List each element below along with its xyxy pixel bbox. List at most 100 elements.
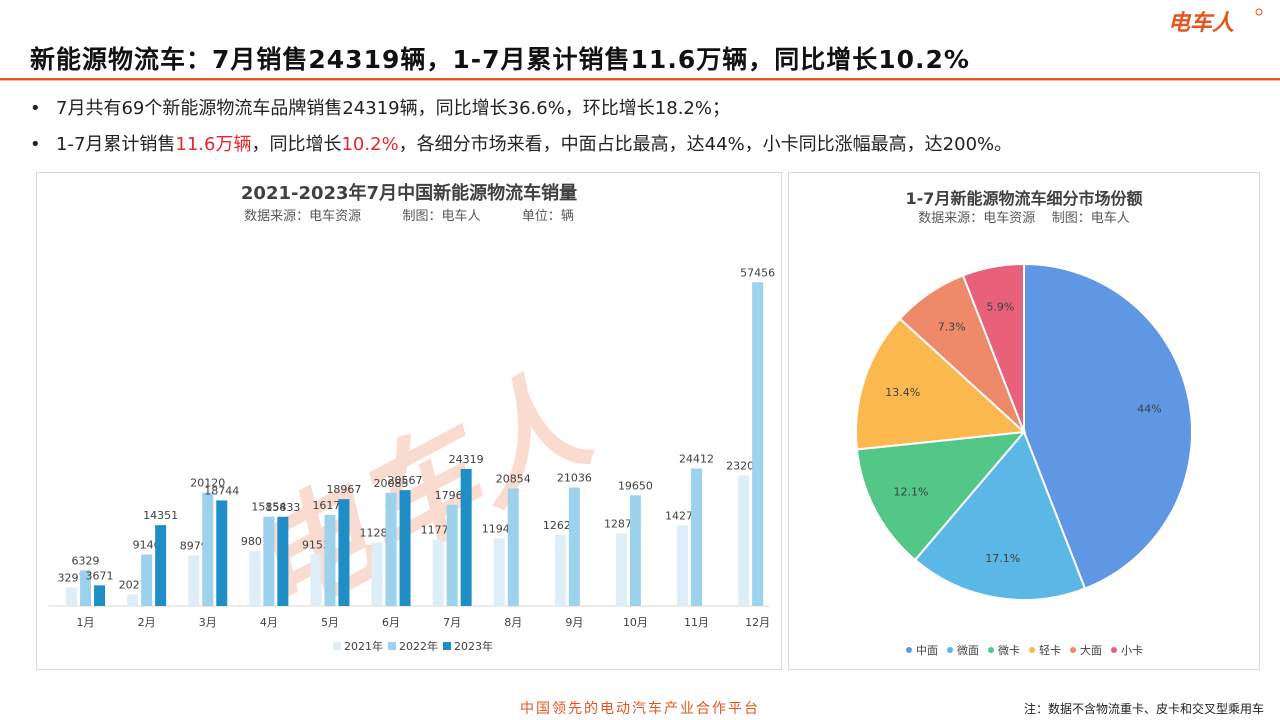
data-label: 20567	[388, 474, 423, 487]
bar-2021年-10月	[615, 533, 627, 606]
x-tick-label: 2月	[138, 616, 156, 629]
legend-swatch	[1111, 647, 1117, 653]
bullet-text-part: 1-7月累计销售	[56, 134, 176, 155]
data-label: 57456	[740, 266, 775, 279]
legend-swatch	[333, 642, 341, 650]
x-tick-label: 12月	[745, 616, 770, 629]
title-divider	[0, 78, 1280, 80]
data-label: 6329	[72, 554, 100, 567]
bar-chart-title: 2021-2023年7月中国新能源物流车销量	[240, 183, 578, 204]
data-label: 15854	[251, 501, 286, 514]
data-label: 2027	[119, 579, 147, 592]
pie-chart-title: 1-7月新能源物流车细分市场份额	[905, 189, 1143, 208]
data-label: 3671	[86, 569, 114, 582]
footer-slogan: 中国领先的电动汽车产业合作平台	[520, 701, 760, 717]
bar-2023年-3月	[216, 500, 228, 606]
data-label: 20085	[374, 477, 409, 490]
legend-label: 2021年	[344, 639, 383, 653]
bar-2021年-4月	[249, 550, 261, 606]
page-title: 新能源物流车：7月销售24319辆，1-7月累计销售11.6万辆，同比增长10.…	[30, 45, 970, 74]
bar-chart: 电车人 3297632936711月20279146143512月8979201…	[49, 266, 775, 653]
x-tick-label: 1月	[77, 616, 95, 629]
legend-label: 微面	[957, 643, 979, 657]
bar-2022年-3月	[202, 492, 214, 606]
bullet-text-part: ，各细分市场来看，中面占比最高，达44%，小卡同比涨幅最高，达200%。	[398, 134, 1013, 155]
bullet-text: 7月共有69个新能源物流车品牌销售24319辆，同比增长36.6%，环比增长18…	[56, 98, 730, 119]
pie-chart: 44% 17.1% 12.1% 13.4% 7.3% 5.9% 中面 微面 微卡 轻卡 大面 小卡	[855, 262, 1193, 657]
data-label: 9146	[133, 538, 161, 551]
legend-label: 2023年	[454, 639, 493, 653]
legend-swatch	[1029, 647, 1035, 653]
bar-2021年-11月	[677, 525, 689, 606]
bar-2023年-6月	[399, 490, 411, 606]
legend-label: 微卡	[998, 643, 1020, 657]
bar-2022年-7月	[446, 504, 458, 606]
bar-2023年-4月	[277, 516, 289, 606]
x-tick-label: 4月	[260, 616, 278, 629]
legend-label: 小卡	[1121, 644, 1143, 657]
bar-2021年-3月	[188, 555, 200, 606]
data-label: 9153	[302, 538, 330, 551]
pie-slice-label: 13.4%	[885, 386, 920, 399]
bar-2021年-1月	[66, 587, 78, 606]
bullet-dot: •	[30, 134, 41, 155]
data-label: 19650	[618, 479, 653, 492]
pie-slice-微卡	[855, 430, 1027, 562]
bar-2022年-9月	[568, 487, 580, 606]
data-label: 15833	[265, 501, 300, 514]
legend-label: 轻卡	[1039, 643, 1061, 657]
data-label: 18967	[326, 483, 361, 496]
brand-logo-text: 电车人	[1168, 10, 1235, 36]
pie-chart-panel: 1-7月新能源物流车细分市场份额 数据来源：电车资源 制图：电车人 44% 17.…	[788, 172, 1260, 670]
footer-note: 注：数据不含物流重卡、皮卡和交叉型乘用车	[1023, 702, 1264, 716]
pie-slice-label: 5.9%	[986, 301, 1014, 314]
bar-chart-subtitle: 数据来源：电车资源 制图：电车人 单位：辆	[244, 209, 574, 224]
pie-slice-中面	[1023, 262, 1193, 590]
bullet-item-1: • 7月共有69个新能源物流车品牌销售24319辆，同比增长36.6%，环比增长1…	[30, 94, 1012, 130]
data-label: 24412	[679, 452, 714, 465]
bullet-highlight: 10.2%	[341, 134, 399, 155]
bar-2023年-2月	[155, 525, 167, 606]
pie-chart-subtitle: 数据来源：电车资源 制图：电车人	[918, 211, 1130, 226]
bar-2021年-7月	[432, 539, 444, 606]
bar-2022年-5月	[324, 514, 336, 606]
bar-2022年-11月	[691, 468, 703, 606]
title-divider-light	[0, 80, 1280, 81]
legend-label: 大面	[1080, 643, 1102, 657]
bar-2022年-6月	[385, 492, 397, 606]
bar-2021年-5月	[310, 554, 322, 606]
x-tick-label: 6月	[382, 616, 400, 629]
pie-slice-label: 12.1%	[894, 486, 929, 499]
x-tick-label: 8月	[504, 616, 522, 629]
data-label: 20854	[496, 473, 531, 486]
bar-2022年-2月	[141, 554, 153, 606]
bar-2021年-6月	[371, 542, 383, 606]
x-tick-label: 7月	[443, 616, 461, 629]
brand-logo: 电车人	[1168, 8, 1263, 36]
bar-2023年-1月	[94, 585, 106, 606]
data-label: 9801	[241, 535, 269, 548]
bar-2022年-4月	[263, 516, 275, 606]
legend-label: 中面	[916, 644, 938, 657]
bullet-text-part: ，同比增长	[251, 134, 342, 155]
bar-2021年-8月	[493, 538, 505, 606]
pie-slice-label: 7.3%	[938, 321, 966, 334]
data-label: 24319	[449, 453, 484, 466]
pie-slice-轻卡	[855, 317, 1027, 451]
bar-2023年-7月	[460, 469, 472, 606]
data-label: 18744	[204, 484, 239, 497]
bar-2023年-5月	[338, 499, 350, 606]
data-label: 14351	[143, 509, 178, 522]
summary-bullets: • 7月共有69个新能源物流车品牌销售24319辆，同比增长36.6%，环比增长1…	[30, 94, 1012, 166]
bar-2022年-10月	[629, 495, 641, 606]
bar-2022年-8月	[507, 488, 519, 606]
bar-chart-panel: 2021-2023年7月中国新能源物流车销量 数据来源：电车资源 制图：电车人 …	[36, 172, 782, 670]
legend-swatch	[1070, 647, 1076, 653]
bar-2022年-1月	[80, 570, 92, 606]
legend-swatch	[906, 647, 912, 653]
bar-2021年-9月	[554, 534, 566, 606]
bullet-dot: •	[30, 98, 41, 119]
legend-swatch	[947, 647, 953, 653]
pie-slice-小卡	[961, 262, 1025, 433]
bar-2021年-12月	[738, 475, 750, 606]
